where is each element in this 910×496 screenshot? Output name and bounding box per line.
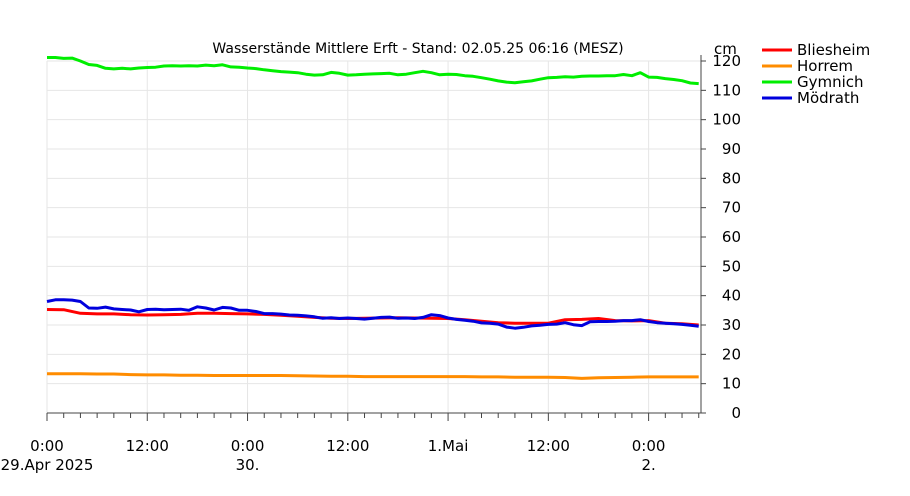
y-tick-label: 10 [722, 375, 741, 393]
y-tick-label: 20 [722, 345, 741, 363]
y-tick-label: 120 [712, 52, 741, 70]
y-tick-label: 40 [722, 287, 741, 305]
legend-label: Mödrath [797, 89, 859, 107]
y-tick-label: 70 [722, 199, 741, 217]
y-tick-label: 60 [722, 228, 741, 246]
x-tick-label: 0:00 [30, 437, 64, 455]
y-tick-label: 100 [712, 111, 741, 129]
x-tick-date-label: 30. [236, 456, 260, 474]
series-line-moedrath [46, 298, 699, 330]
y-axis-unit-label: cm [714, 40, 737, 58]
x-tick-label: 12:00 [326, 437, 369, 455]
axes [46, 55, 706, 421]
legend-label: Gymnich [797, 73, 864, 91]
y-tick-label: 110 [712, 81, 741, 99]
x-tick-label: 0:00 [231, 437, 265, 455]
legend-label: Horrem [797, 57, 853, 75]
plot-grid [46, 60, 701, 414]
series-line-gymnich [47, 56, 699, 86]
x-tick-date-label: 2. [641, 456, 655, 474]
x-tick-label: 12:00 [126, 437, 169, 455]
x-tick-date-label: 29.Apr 2025 [1, 456, 94, 474]
series-layer [46, 56, 699, 380]
y-tick-label: 80 [722, 169, 741, 187]
x-tick-label: 12:00 [527, 437, 570, 455]
legend-label: Bliesheim [797, 41, 870, 59]
y-tick-label: 30 [722, 316, 741, 334]
y-tick-label: 50 [722, 257, 741, 275]
x-tick-label: 0:00 [632, 437, 666, 455]
y-tick-label: 0 [731, 404, 741, 422]
x-tick-label: 1.Mai [428, 437, 469, 455]
y-tick-label: 90 [722, 140, 741, 158]
chart-title: Wasserstände Mittlere Erft - Stand: 02.0… [212, 41, 623, 57]
series-line-horrem [47, 372, 699, 380]
